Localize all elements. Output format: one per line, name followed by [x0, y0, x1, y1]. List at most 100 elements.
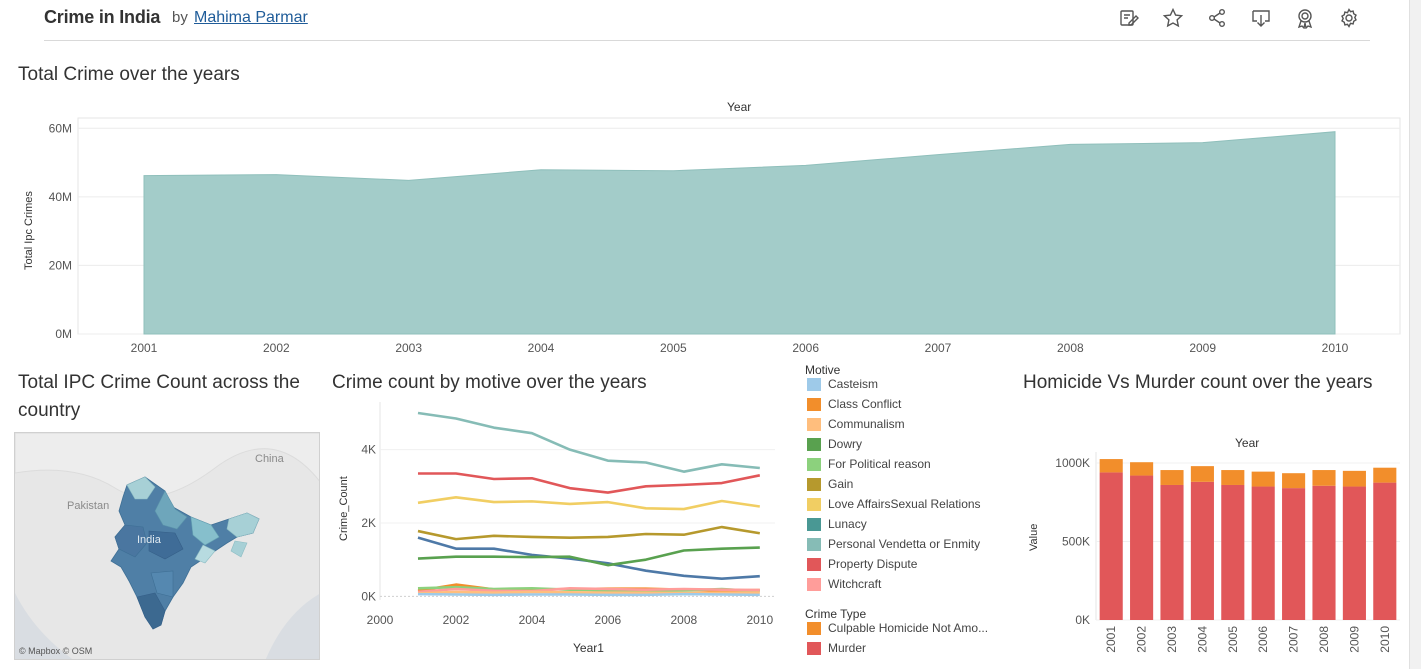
legend-swatch — [807, 577, 821, 591]
legend-item-murder[interactable]: Murder — [807, 640, 866, 656]
legend-item-personal-vendetta-or-enmity[interactable]: Personal Vendetta or Enmity — [807, 536, 980, 552]
area-series-total-ipc-crimes — [143, 131, 1336, 335]
motive-x-tick-label: 2002 — [443, 613, 470, 627]
motive-line-casteism — [417, 592, 760, 597]
badge-icon[interactable] — [1294, 7, 1316, 30]
legend-label: Dowry — [828, 437, 863, 451]
legend-item-for-political-reason[interactable]: For Political reason — [807, 456, 931, 472]
legend-swatch — [807, 437, 821, 451]
area-y-tick-label: 0M — [55, 327, 72, 341]
legend-swatch — [807, 457, 821, 471]
bar-culpable-homicide-not-amo--2009 — [1342, 470, 1366, 487]
legend-swatch — [807, 377, 821, 391]
legend-item-love-affairssexual-relations[interactable]: Love AffairsSexual Relations — [807, 496, 981, 512]
bar-x-tick-label: 2004 — [1195, 626, 1209, 653]
legend-item-lunacy[interactable]: Lunacy — [807, 516, 867, 532]
area-x-tick-label: 2008 — [1057, 341, 1084, 355]
map-label-india: India — [137, 534, 161, 546]
motive-y-tick-label: 2K — [361, 516, 376, 530]
legend-item-gain[interactable]: Gain — [807, 476, 853, 492]
motive-line-property-dispute — [417, 472, 761, 494]
map-label-pakistan: Pakistan — [67, 500, 110, 512]
motive-x-tick-label: 2008 — [670, 613, 697, 627]
legend-label: For Political reason — [828, 457, 931, 471]
motive-chart-title: Crime count by motive over the years — [332, 372, 647, 393]
map-attribution[interactable]: © Mapbox © OSM — [19, 646, 93, 656]
legend-label: Lunacy — [828, 517, 867, 531]
by-label: by — [172, 9, 188, 26]
map-label-china: China — [255, 453, 284, 465]
bar-murder-2008 — [1312, 485, 1336, 620]
bar-culpable-homicide-not-amo--2006 — [1251, 471, 1275, 487]
area-x-tick-label: 2001 — [131, 341, 158, 355]
author-link[interactable]: Mahima Parmar — [194, 9, 308, 26]
bar-x-tick-label: 2007 — [1287, 626, 1301, 653]
motive-line-gain — [417, 525, 761, 541]
bar-murder-2010 — [1373, 482, 1397, 620]
bar-x-tick-label: 2002 — [1135, 626, 1149, 653]
legend-swatch — [807, 621, 821, 635]
edit-view-icon[interactable] — [1118, 7, 1140, 29]
legend-swatch — [807, 537, 821, 551]
dashboard-header: Crime in India by Mahima Parmar — [44, 0, 1370, 41]
homicide-chart-header-label: Year — [1235, 436, 1260, 450]
legend-swatch — [807, 417, 821, 431]
motive-line-communalism — [417, 590, 760, 595]
legend-swatch — [807, 557, 821, 571]
bar-culpable-homicide-not-amo--2005 — [1221, 470, 1245, 485]
legend-item-casteism[interactable]: Casteism — [807, 376, 878, 392]
map-basemap — [15, 433, 319, 659]
motive-line-personal-vendetta-or-enmity — [417, 411, 760, 473]
area-x-tick-label: 2005 — [660, 341, 687, 355]
download-icon[interactable] — [1250, 7, 1272, 29]
legend-item-dowry[interactable]: Dowry — [807, 436, 862, 452]
legend-label: Love AffairsSexual Relations — [828, 497, 981, 511]
legend-label: Murder — [828, 641, 867, 655]
gear-icon[interactable] — [1338, 7, 1360, 29]
bar-x-tick-label: 2005 — [1226, 626, 1240, 653]
motive-x-tick-label: 2006 — [595, 613, 622, 627]
area-x-tick-label: 2006 — [792, 341, 819, 355]
bar-culpable-homicide-not-amo--2003 — [1160, 470, 1184, 485]
star-icon[interactable] — [1162, 7, 1184, 29]
india-crime-map[interactable]: China Pakistan India © Mapbox © OSM — [14, 432, 320, 660]
bar-murder-2004 — [1190, 481, 1214, 620]
area-x-tick-label: 2003 — [395, 341, 422, 355]
bar-y-tick-label: 0K — [1075, 613, 1090, 627]
legend-label: Personal Vendetta or Enmity — [828, 537, 981, 551]
bar-x-tick-label: 2006 — [1256, 626, 1270, 653]
area-x-tick-label: 2002 — [263, 341, 290, 355]
area-chart-title: Total Crime over the years — [18, 64, 240, 85]
bar-y-tick-label: 500K — [1062, 534, 1090, 548]
bar-x-tick-label: 2003 — [1165, 626, 1179, 653]
dashboard-title: Crime in India — [44, 7, 161, 27]
share-icon[interactable] — [1206, 7, 1228, 29]
crime-type-legend-title: Crime Type — [805, 607, 867, 621]
legend-item-class-conflict[interactable]: Class Conflict — [807, 396, 901, 412]
vertical-scrollbar[interactable] — [1409, 0, 1421, 669]
motive-x-tick-label: 2010 — [746, 613, 773, 627]
bar-x-tick-label: 2008 — [1317, 626, 1331, 653]
bar-culpable-homicide-not-amo--2010 — [1373, 467, 1397, 483]
map-title: Total IPC Crime Count across the country — [18, 372, 300, 421]
motive-legend-title: Motive — [805, 363, 841, 377]
area-x-tick-label: 2004 — [528, 341, 555, 355]
bar-y-tick-label: 1000K — [1055, 456, 1090, 470]
bar-murder-2005 — [1221, 484, 1245, 620]
bar-culpable-homicide-not-amo--2002 — [1130, 462, 1154, 476]
legend-swatch — [807, 641, 821, 655]
bar-murder-2009 — [1342, 486, 1366, 620]
legend-label: Casteism — [828, 377, 879, 391]
legend-swatch — [807, 477, 821, 491]
area-y-tick-label: 20M — [49, 258, 72, 272]
area-y-tick-label: 60M — [49, 121, 72, 135]
motive-x-tick-label: 2000 — [367, 613, 394, 627]
motive-line-dowry — [417, 546, 760, 567]
legend-item-property-dispute[interactable]: Property Dispute — [807, 556, 917, 572]
homicide-chart-title: Homicide Vs Murder count over the years — [1023, 372, 1373, 393]
legend-item-witchcraft[interactable]: Witchcraft — [807, 576, 881, 592]
bar-x-tick-label: 2010 — [1378, 626, 1392, 653]
legend-item-communalism[interactable]: Communalism — [807, 416, 905, 432]
legend-item-culpable-homicide-not-amo-[interactable]: Culpable Homicide Not Amo... — [807, 620, 988, 636]
